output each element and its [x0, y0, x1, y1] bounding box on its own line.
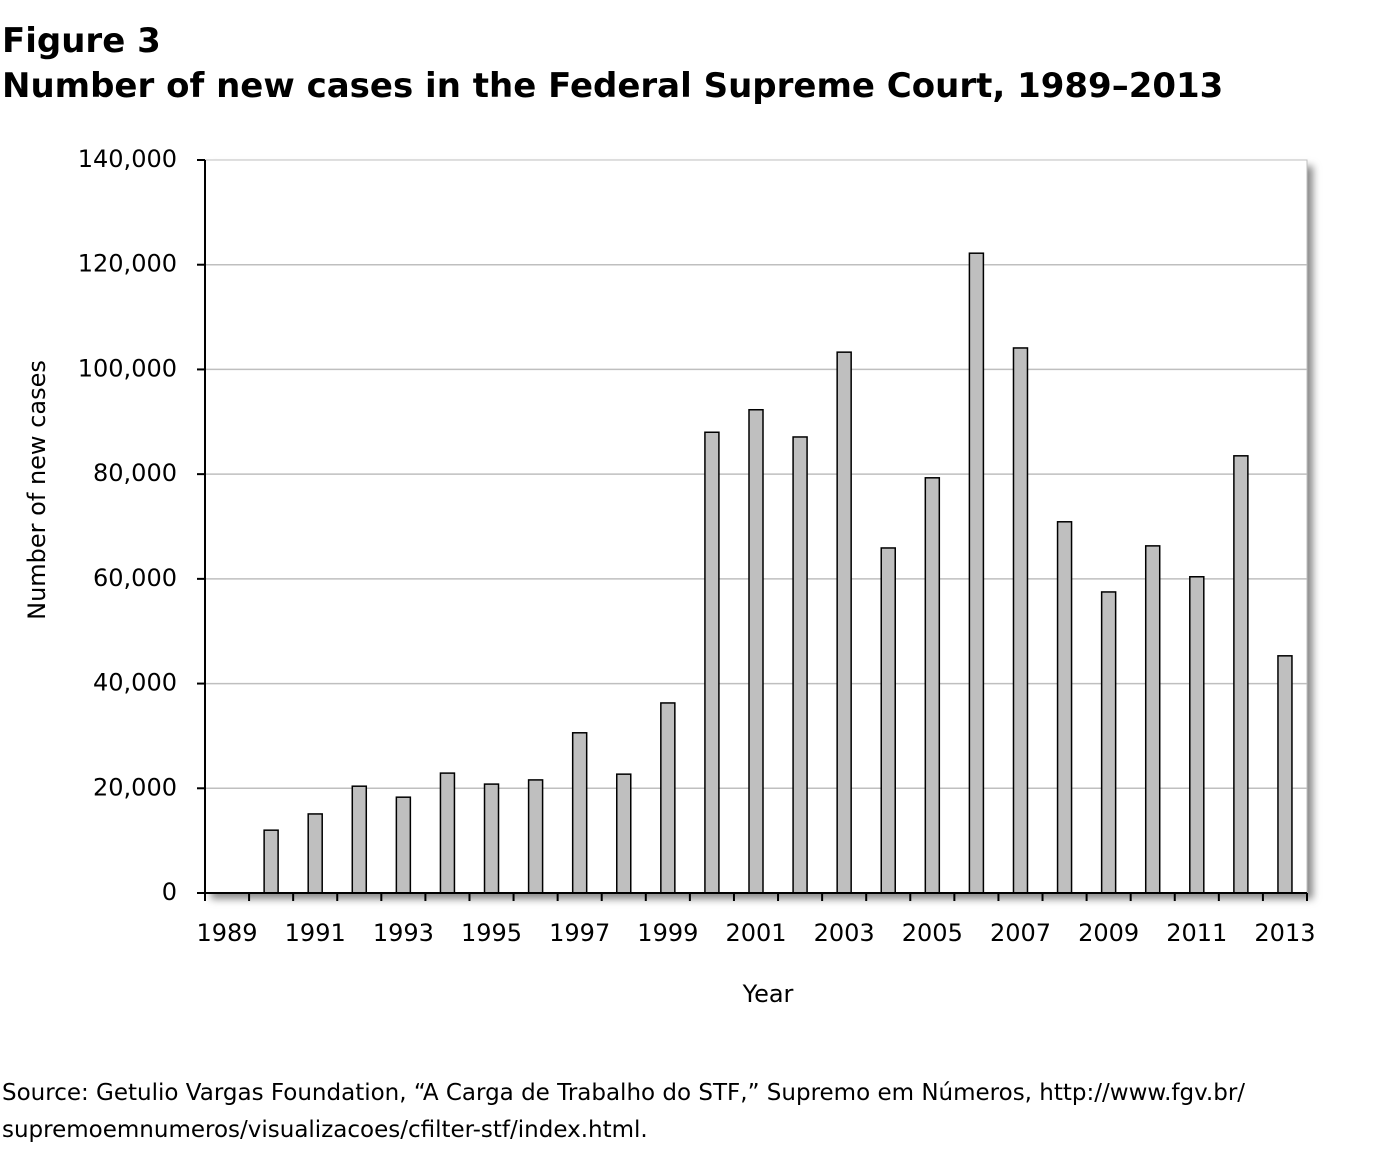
- bar: [263, 829, 279, 894]
- x-tick-label: 2005: [902, 919, 963, 947]
- bar: [1144, 545, 1161, 894]
- bar: [1277, 655, 1293, 894]
- x-tick-label: 1995: [461, 919, 522, 947]
- bar: [836, 351, 852, 894]
- y-axis-title: Number of new cases: [23, 360, 51, 620]
- x-axis-title: Year: [742, 980, 794, 1008]
- x-tick-label: 2001: [725, 919, 786, 947]
- bar: [1233, 455, 1249, 894]
- y-tick-label: 100,000: [78, 354, 177, 382]
- bar: [616, 773, 632, 894]
- bar: [527, 779, 544, 894]
- bar: [924, 477, 941, 894]
- bar: [1012, 347, 1029, 894]
- bar: [748, 408, 764, 894]
- bar: [351, 785, 368, 894]
- x-tick-label: 2009: [1078, 919, 1139, 947]
- bar: [395, 796, 412, 894]
- x-tick-label: 2011: [1166, 919, 1227, 947]
- chart-title: Number of new cases in the Federal Supre…: [2, 66, 1223, 106]
- source-line: supremoemnumeros/visualizacoes/cfilter-s…: [2, 1117, 648, 1143]
- y-tick-label: 120,000: [78, 250, 177, 278]
- y-tick-label: 80,000: [93, 459, 177, 487]
- x-tick-label: 1997: [549, 919, 610, 947]
- bar: [880, 547, 896, 894]
- figure-label: Figure 3: [2, 21, 161, 61]
- bar: [307, 813, 323, 894]
- x-tick-label: 1993: [373, 919, 434, 947]
- y-tick-label: 20,000: [93, 773, 177, 801]
- source-line: Source: Getulio Vargas Foundation, “A Ca…: [2, 1080, 1245, 1106]
- bar: [660, 702, 676, 894]
- bar: [439, 772, 456, 894]
- bar: [704, 431, 720, 894]
- bar: [483, 783, 500, 894]
- y-tick-label: 0: [162, 878, 177, 906]
- x-tick-label: 1999: [637, 919, 698, 947]
- bar: [1100, 591, 1117, 894]
- plot: 0 20,000 40,000 60,000 80,000 100,000 120,000 1…: [78, 145, 1316, 947]
- bar: [792, 436, 808, 894]
- bar: [968, 252, 985, 894]
- y-tick-label: 140,000: [78, 145, 177, 173]
- x-tick-label: 1991: [285, 919, 346, 947]
- x-tick-label: 1989: [197, 919, 258, 947]
- y-tick-label: 40,000: [93, 669, 177, 697]
- bar: [1189, 576, 1205, 894]
- x-tick-label: 2003: [814, 919, 875, 947]
- y-tick-label: 60,000: [93, 564, 177, 592]
- bar: [1056, 521, 1073, 894]
- x-tick-label: 2013: [1254, 919, 1315, 947]
- x-tick-label: 2007: [990, 919, 1051, 947]
- bar: [571, 732, 588, 894]
